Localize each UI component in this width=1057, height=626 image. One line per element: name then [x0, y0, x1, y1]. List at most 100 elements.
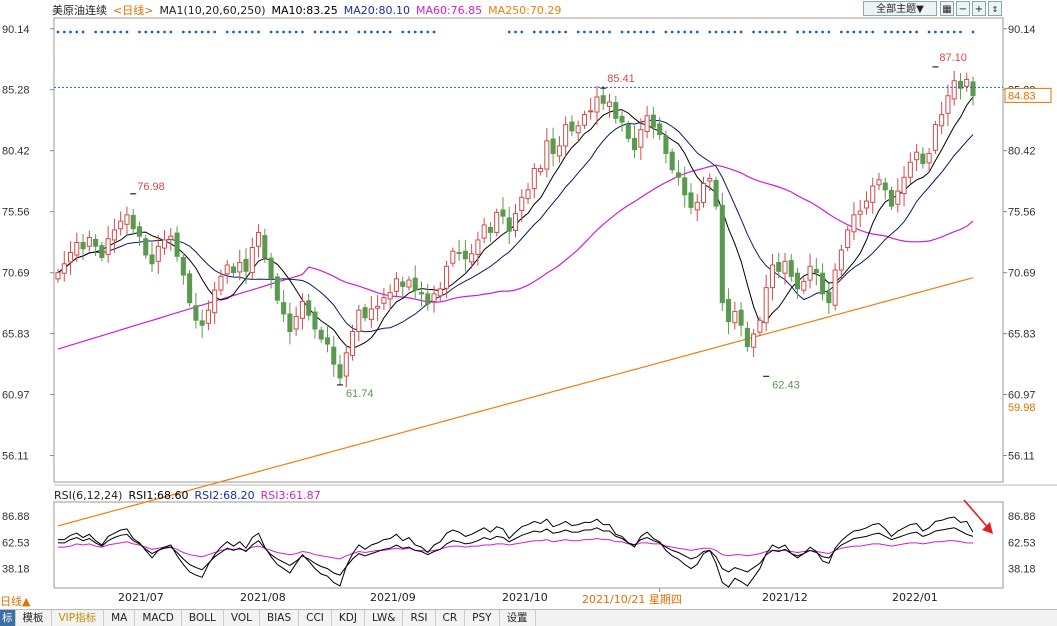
candle-up — [964, 78, 970, 87]
candle-down — [268, 257, 274, 280]
tab-vol[interactable]: VOL — [224, 610, 260, 626]
ma20-value: MA20:80.10 — [343, 3, 410, 17]
tab-rsi[interactable]: RSI — [403, 610, 436, 626]
tab-template[interactable]: 模板 — [16, 610, 52, 626]
extreme-label: 85.41 — [607, 73, 635, 85]
signal-dot — [514, 30, 517, 34]
price-tick-label-right: 70.69 — [1008, 268, 1036, 280]
signal-dot — [739, 30, 743, 34]
signal-dot — [301, 30, 304, 34]
tab-boll[interactable]: BOLL — [182, 610, 224, 626]
candle-down — [744, 327, 750, 348]
rsi-header: RSI(6,12,24) RSI1:68.60 RSI2:68.20 RSI3:… — [54, 488, 321, 502]
candle-up — [205, 309, 211, 324]
minus-icon[interactable]: − — [956, 1, 970, 16]
signal-dot — [407, 30, 411, 34]
candle-down — [713, 179, 719, 207]
candle-up — [538, 167, 544, 173]
tab-mark[interactable]: 标 — [0, 610, 16, 626]
signal-dot — [608, 30, 611, 34]
candle-up — [218, 275, 224, 291]
candle-down — [362, 307, 368, 319]
price-panel-frame — [53, 17, 1004, 483]
theme-dropdown-button[interactable]: 全部主题▼ — [863, 1, 937, 16]
tab-lw[interactable]: LW& — [365, 610, 404, 626]
candle-up — [118, 220, 124, 230]
price-tick-label-right: 75.56 — [1008, 207, 1036, 219]
candle-up — [845, 229, 851, 248]
plus-icon[interactable]: + — [972, 1, 986, 16]
signal-dot — [319, 30, 323, 34]
candle-up — [299, 300, 305, 319]
candle-down — [882, 182, 888, 191]
signal-dot — [213, 30, 217, 34]
tab-macd[interactable]: MACD — [135, 610, 182, 626]
ma-params-label[interactable]: MA1(10,20,60,250) — [159, 3, 266, 17]
signal-dot — [388, 30, 392, 34]
price-tick-label-right: 80.42 — [1008, 146, 1036, 158]
signal-dot — [200, 30, 204, 34]
tab-settings[interactable]: 设置 — [500, 610, 536, 626]
candle-up — [74, 241, 80, 256]
tab-psy[interactable]: PSY — [465, 610, 500, 626]
candle-up — [876, 179, 882, 186]
signal-dot — [144, 30, 148, 34]
grid-icon[interactable]: ▦ — [940, 1, 954, 16]
signal-dot — [244, 30, 248, 34]
signal-dot — [865, 30, 868, 34]
tab-bias[interactable]: BIAS — [260, 610, 300, 626]
x-label-2021-12: 2021/12 — [762, 591, 808, 604]
rsi3-value: RSI3:61.87 — [260, 488, 321, 502]
price-tick-label-left: 80.42 — [2, 146, 30, 158]
signal-dot — [100, 30, 104, 34]
candle-up — [224, 264, 230, 275]
rsi1-line — [58, 516, 974, 588]
candle-down — [99, 245, 105, 259]
signal-dot — [664, 30, 668, 34]
signal-dot — [915, 30, 918, 34]
candle-up — [939, 114, 945, 127]
signal-dot — [708, 30, 712, 34]
signal-dot — [890, 30, 893, 34]
candle-down — [274, 276, 280, 301]
signal-dot — [507, 30, 511, 34]
tab-ma[interactable]: MA — [104, 610, 136, 626]
period-label[interactable]: <日线> — [113, 4, 154, 17]
rsi-params-label[interactable]: RSI(6,12,24) — [54, 488, 123, 502]
candle-up — [393, 278, 399, 292]
tab-cci[interactable]: CCI — [299, 610, 332, 626]
candle-down — [93, 238, 99, 247]
ma10-value: MA10:83.25 — [271, 3, 338, 17]
signal-dot — [81, 30, 85, 34]
signal-dot — [940, 30, 944, 34]
candle-up — [851, 214, 857, 233]
period-flag[interactable]: 日线▲ — [0, 595, 31, 608]
candle-up — [368, 308, 374, 321]
candle-down — [324, 337, 331, 345]
scroll-icon[interactable]: ⇕ — [988, 1, 1002, 16]
tab-kdj[interactable]: KDJ — [332, 610, 365, 626]
signal-dot — [557, 30, 561, 34]
candle-down — [688, 192, 694, 208]
signal-dot — [777, 30, 781, 34]
tab-vip-indicator[interactable]: VIP指标 — [52, 610, 105, 626]
signal-dot — [727, 30, 730, 34]
candle-up — [763, 287, 769, 324]
signal-dot — [539, 30, 542, 34]
signal-dot — [332, 30, 336, 34]
signal-dot — [163, 30, 166, 34]
signal-dot — [852, 30, 856, 34]
signal-dot — [583, 30, 586, 34]
candle-down — [425, 293, 431, 305]
candle-up — [293, 315, 299, 330]
signal-dot — [344, 30, 348, 34]
candle-up — [951, 80, 957, 100]
price-tick-label-left: 85.28 — [2, 85, 30, 97]
ma250-price-label: 59.98 — [1008, 402, 1036, 414]
tab-cr[interactable]: CR — [436, 610, 466, 626]
signal-dot — [771, 30, 774, 34]
candle-up — [481, 224, 487, 239]
candle-down — [180, 257, 186, 276]
candle-down — [230, 266, 237, 274]
